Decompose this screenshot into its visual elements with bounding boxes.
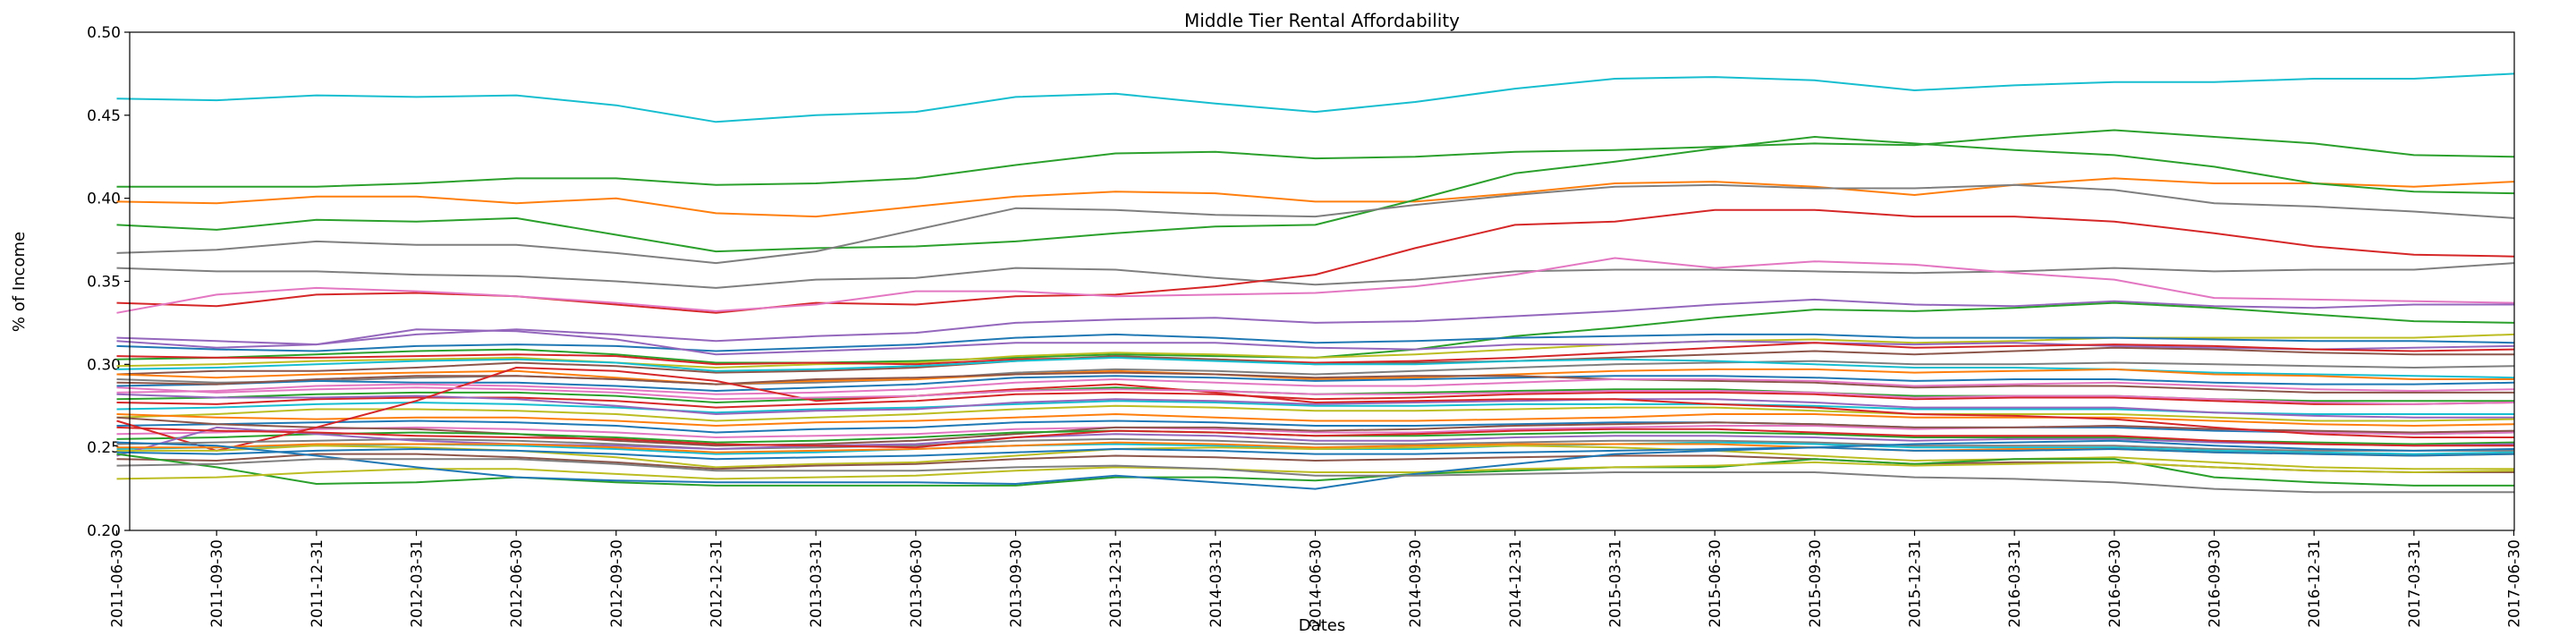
series-line-44 — [116, 426, 2514, 449]
series-line-4 — [116, 136, 2514, 253]
x-tick-label: 2015-12-31 — [1907, 539, 1925, 628]
series-line-20 — [116, 371, 2514, 394]
series-line-3 — [116, 177, 2514, 218]
series-line-19 — [116, 375, 2514, 392]
y-tick-label: 0.45 — [87, 107, 121, 125]
series-line-32 — [116, 367, 2514, 452]
x-tick-label: 2013-09-30 — [1008, 539, 1026, 628]
series-line-2 — [116, 129, 2514, 188]
x-tick-label: 2013-12-31 — [1107, 539, 1125, 628]
series-line-42 — [116, 439, 2514, 490]
x-axis-label: Dates — [1299, 616, 1345, 635]
series-line-14 — [116, 342, 2514, 366]
x-tick-label: 2015-09-30 — [1807, 539, 1825, 628]
series-line-8 — [116, 257, 2514, 314]
x-tick-label: 2012-12-31 — [708, 539, 726, 628]
series-line-9 — [116, 298, 2514, 346]
y-tick-label: 0.25 — [87, 439, 121, 457]
x-tick-label: 2011-09-30 — [208, 539, 226, 628]
x-tick-label: 2014-03-31 — [1208, 539, 1225, 628]
series-line-13 — [116, 328, 2514, 356]
x-tick-label: 2013-06-30 — [908, 539, 926, 628]
y-axis-ticks: 0.20 0.25 0.30 0.35 0.40 0.45 0.50 — [87, 24, 130, 540]
x-tick-label: 2013-03-31 — [808, 539, 826, 628]
x-tick-label: 2011-06-30 — [109, 539, 127, 628]
x-tick-label: 2016-06-30 — [2106, 539, 2124, 628]
series-line-6 — [116, 262, 2514, 289]
x-tick-label: 2011-12-31 — [309, 539, 326, 628]
y-tick-label: 0.20 — [87, 522, 121, 540]
series-line-28 — [116, 419, 2514, 436]
x-tick-label: 2016-09-30 — [2207, 539, 2224, 628]
series-line-41 — [116, 461, 2514, 480]
series-line-33 — [116, 437, 2514, 452]
y-axis-label: % of Income — [10, 232, 29, 332]
x-tick-label: 2015-03-31 — [1607, 539, 1625, 628]
x-tick-label: 2017-06-30 — [2506, 539, 2524, 628]
series-line-21 — [116, 378, 2514, 395]
series-line-26 — [116, 404, 2514, 422]
series-line-23 — [116, 391, 2514, 409]
x-tick-label: 2016-12-31 — [2306, 539, 2324, 628]
x-tick-label: 2014-06-30 — [1308, 539, 1326, 628]
x-tick-label: 2012-06-30 — [508, 539, 526, 628]
series-line-12 — [116, 333, 2514, 352]
series-line-25 — [116, 393, 2514, 419]
x-tick-label: 2017-03-31 — [2406, 539, 2424, 628]
series-line-38 — [116, 446, 2514, 461]
series-line-43 — [116, 458, 2514, 494]
series-line-27 — [116, 413, 2514, 427]
x-tick-label: 2012-09-30 — [608, 539, 626, 628]
x-tick-label: 2014-09-30 — [1407, 539, 1425, 628]
series-line-1 — [116, 72, 2514, 123]
x-tick-label: 2016-03-31 — [2006, 539, 2024, 628]
x-axis-ticks: 2011-06-30 2011-09-30 2011-12-31 2012-03-31… — [109, 530, 2524, 628]
series-line-10 — [116, 301, 2514, 364]
y-tick-label: 0.35 — [87, 274, 121, 292]
plot-frame — [129, 31, 2515, 531]
series-layer — [116, 72, 2514, 494]
y-tick-label: 0.30 — [87, 356, 121, 374]
series-line-45 — [116, 386, 2514, 405]
chart-title: Middle Tier Rental Affordability — [1184, 10, 1460, 31]
series-line-18 — [116, 368, 2514, 386]
series-line-5 — [116, 183, 2514, 265]
y-tick-label: 0.50 — [87, 24, 121, 42]
x-tick-label: 2012-03-31 — [409, 539, 427, 628]
y-tick-label: 0.40 — [87, 191, 121, 208]
x-tick-label: 2015-06-30 — [1707, 539, 1724, 628]
series-line-24 — [116, 400, 2514, 415]
x-tick-label: 2014-12-31 — [1507, 539, 1525, 628]
